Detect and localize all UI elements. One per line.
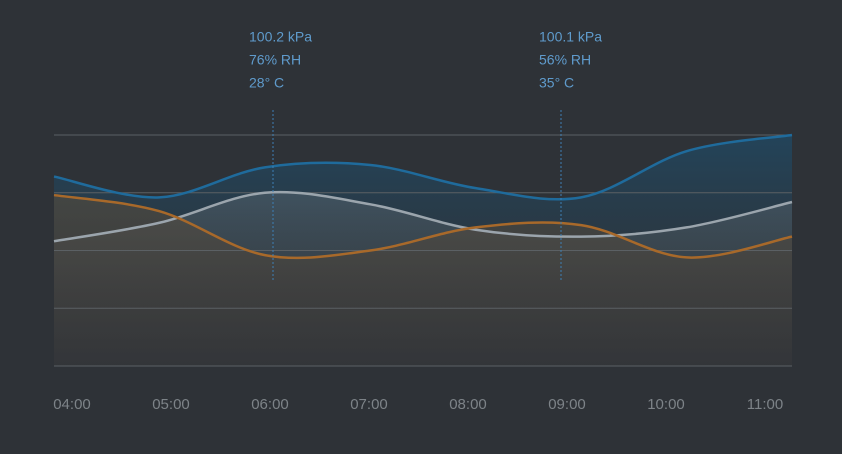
x-tick-label: 08:00 bbox=[449, 396, 487, 413]
x-tick-label: 11:00 bbox=[747, 396, 783, 413]
x-tick-label: 07:00 bbox=[350, 396, 388, 413]
annotation: 100.1 kPa bbox=[539, 29, 602, 45]
annotation: 76% RH bbox=[249, 52, 301, 68]
area bbox=[54, 195, 792, 366]
x-tick-label: 10:00 bbox=[647, 396, 685, 413]
line bbox=[53, 193, 793, 260]
line bbox=[53, 190, 793, 243]
annotation: 35° C bbox=[539, 75, 574, 91]
x-tick-label: 09:00 bbox=[548, 396, 586, 413]
annotation: 100.2 kPa bbox=[249, 29, 312, 45]
line bbox=[53, 133, 793, 201]
annotation: 56% RH bbox=[539, 52, 591, 68]
annotation: 28° C bbox=[249, 75, 284, 91]
x-tick-label: 04:00 bbox=[53, 396, 91, 413]
x-tick-label: 06:00 bbox=[251, 396, 289, 413]
x-tick-label: 05:00 bbox=[152, 396, 190, 413]
